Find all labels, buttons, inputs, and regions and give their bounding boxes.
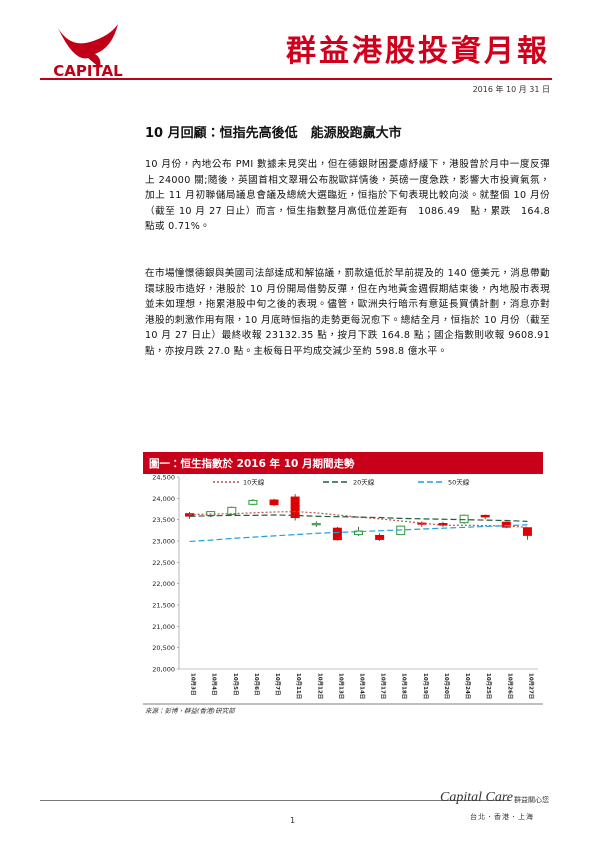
chart-source: 來源：彭博、群益(香港)研究部 — [145, 707, 236, 715]
footer-rule — [40, 800, 510, 801]
x-tick-label: 10月14日 — [359, 673, 367, 699]
moving-average-line — [189, 514, 528, 522]
candle-body — [375, 534, 385, 540]
candle-body — [290, 496, 300, 519]
candle-body — [459, 514, 469, 524]
x-tick-label: 10月26日 — [506, 673, 514, 699]
x-tick-label: 10月25日 — [485, 673, 493, 699]
chart: 圖一：恒生指數於 2016 年 10 月期間走勢 來源：彭博、群益(香港)研究部… — [143, 452, 543, 715]
x-tick-label: 10月27日 — [527, 673, 535, 699]
article-title: 10 月回顧：恒指先高後低 能源股跑贏大市 — [145, 126, 402, 141]
logo-text: CAPITAL — [53, 62, 123, 80]
logo-icon — [58, 24, 118, 68]
legend-label: 10天線 — [243, 478, 265, 487]
y-tick-label: 24,500 — [152, 474, 175, 482]
x-tick-label: 10月18日 — [401, 673, 409, 699]
x-tick-label: 10月19日 — [422, 673, 430, 699]
x-tick-label: 10月17日 — [380, 673, 388, 699]
logo: CAPITAL — [53, 24, 123, 80]
x-tick-label: 10月20日 — [443, 673, 451, 699]
report-date: 2016 年 10 月 31 日 — [472, 85, 550, 94]
legend-label: 20天線 — [353, 478, 375, 487]
candle-body — [354, 530, 363, 536]
x-tick-label: 10月7日 — [274, 673, 282, 695]
candle-body — [269, 499, 279, 506]
x-tick-label: 10月4日 — [211, 673, 219, 695]
y-tick-label: 24,000 — [152, 495, 175, 503]
y-tick-label: 22,000 — [152, 580, 175, 588]
candle-body — [227, 506, 237, 516]
candle-body — [501, 521, 511, 528]
candle-body — [438, 523, 448, 526]
footer-brand: Capital Care — [440, 790, 513, 805]
page-number: 1 — [290, 816, 296, 825]
report-title: 群益港股投資月報 — [286, 34, 550, 69]
chart-title: 圖一：恒生指數於 2016 年 10 月期間走勢 — [149, 457, 355, 470]
x-tick-label: 10月11日 — [295, 673, 303, 699]
paragraph: 在市場憧憬德銀與美國司法部達成和解協議，罰款遠低於早前提及的 140 億美元，消… — [145, 268, 550, 357]
y-tick-label: 20,000 — [152, 666, 175, 674]
x-tick-label: 10月3日 — [190, 673, 198, 695]
candle-body — [332, 527, 342, 541]
footer-slogan: 群益關心您 — [514, 796, 549, 804]
y-tick-label: 20,500 — [152, 644, 175, 652]
y-tick-label: 21,000 — [152, 623, 175, 631]
candle-body — [311, 523, 321, 526]
plot: 20,000 20,500 21,000 21,500 22,000 22,500 23,0… — [152, 474, 538, 699]
candle-body — [522, 527, 532, 536]
footer-cities: 台北．香港．上海 — [470, 813, 534, 821]
candle-body — [480, 514, 490, 518]
x-tick-label: 10月6日 — [253, 673, 261, 695]
y-tick-label: 22,500 — [152, 559, 175, 567]
paragraph: 10 月份，內地公布 PMI 數據未見突出，但在德銀財困憂慮紓緩下，港股曾於月中… — [145, 159, 560, 232]
x-tick-label: 10月5日 — [232, 673, 240, 695]
moving-average-line — [189, 510, 528, 528]
candle-body — [206, 511, 216, 516]
y-tick-label: 21,500 — [152, 602, 175, 610]
moving-average-line — [189, 524, 528, 543]
x-tick-label: 10月12日 — [316, 673, 324, 699]
y-tick-label: 23,500 — [152, 516, 175, 524]
chart-title-bar — [143, 452, 543, 474]
x-tick-label: 10月13日 — [337, 673, 345, 699]
candle-body — [248, 499, 258, 505]
legend-label: 50天線 — [448, 478, 470, 487]
x-tick-label: 10月24日 — [464, 673, 472, 699]
y-tick-label: 23,000 — [152, 538, 175, 546]
header-rule — [40, 78, 552, 80]
